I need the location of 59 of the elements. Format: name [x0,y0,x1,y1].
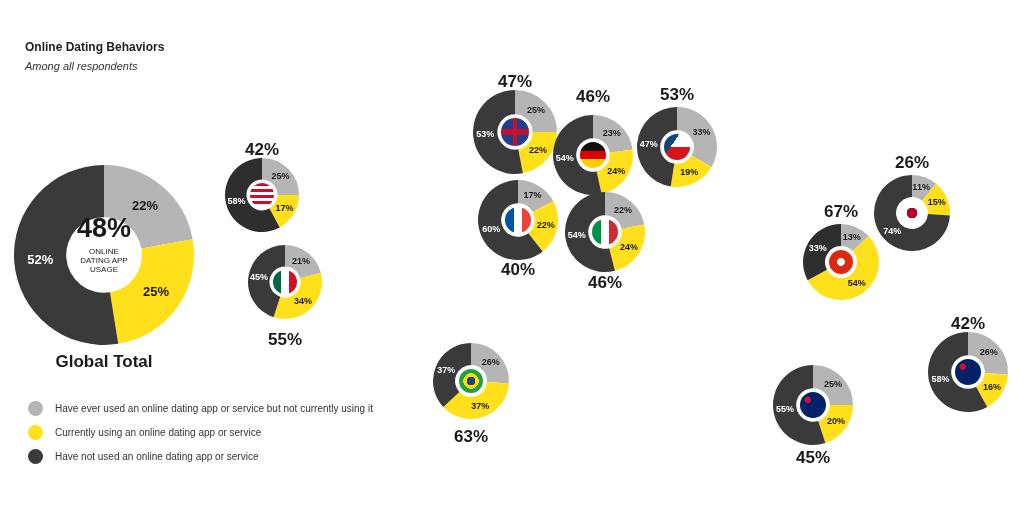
data-label: 33% [808,242,827,253]
text: 42% [244,140,280,160]
text: Global Total [55,352,153,372]
data-label: 74% [883,225,902,236]
data-label: 20% [826,416,845,427]
text: 63% [453,427,489,447]
data-label: 47% [639,139,658,150]
data-label: 25% [527,105,546,116]
data-label: 22% [132,197,159,213]
data-label: 17% [523,190,542,201]
text: 48% [76,213,132,244]
data-label: 22% [536,220,555,231]
text: ONLINE DATING APP USAGE [79,247,129,274]
text: 42% [950,314,986,334]
data-label: 34% [293,295,312,306]
data-label: 23% [602,128,621,139]
text: 40% [500,260,536,280]
chart-title: Online Dating Behaviors [25,40,165,54]
data-label: 58% [227,196,246,207]
data-label: 25% [143,283,170,299]
data-label: 25% [271,170,290,181]
data-label: 60% [482,223,501,234]
text: 67% [823,202,859,222]
data-label: 26% [481,357,500,368]
text: 53% [659,85,695,105]
data-label: 21% [292,255,311,266]
data-label: 54% [847,278,866,289]
text: 45% [795,448,831,468]
data-label: 54% [567,230,586,241]
text: 47% [497,72,533,92]
text: 55% [267,330,303,350]
data-label: 54% [555,152,574,163]
data-label: 17% [275,202,294,213]
data-label: 33% [692,127,711,138]
data-label: 37% [471,400,490,411]
data-label: 52% [27,251,54,267]
data-label: 24% [619,241,638,252]
data-label: 11% [912,182,930,193]
data-label: 16% [982,381,1001,392]
data-label: 55% [775,403,794,414]
chart-subtitle: Among all respondents [25,60,138,72]
legend-label: Have ever used an online dating app or service but not currently using it [55,402,373,414]
data-label: 24% [607,165,626,176]
data-label: 22% [528,145,547,156]
legend-label: Have not used an online dating app or service [55,450,259,462]
text: 46% [575,87,611,107]
text: 46% [587,273,623,293]
data-label: 37% [437,364,456,375]
data-label: 25% [824,379,843,390]
data-label: 19% [680,167,699,178]
data-label: 26% [979,347,998,358]
data-label: 58% [931,373,950,384]
data-label: 45% [250,272,269,283]
data-label: 15% [927,196,946,207]
legend-label: Currently using an online dating app or service [55,426,262,438]
data-label: 22% [614,204,633,215]
data-label: 13% [842,231,861,242]
text: 26% [894,153,930,173]
data-label: 53% [476,129,495,140]
